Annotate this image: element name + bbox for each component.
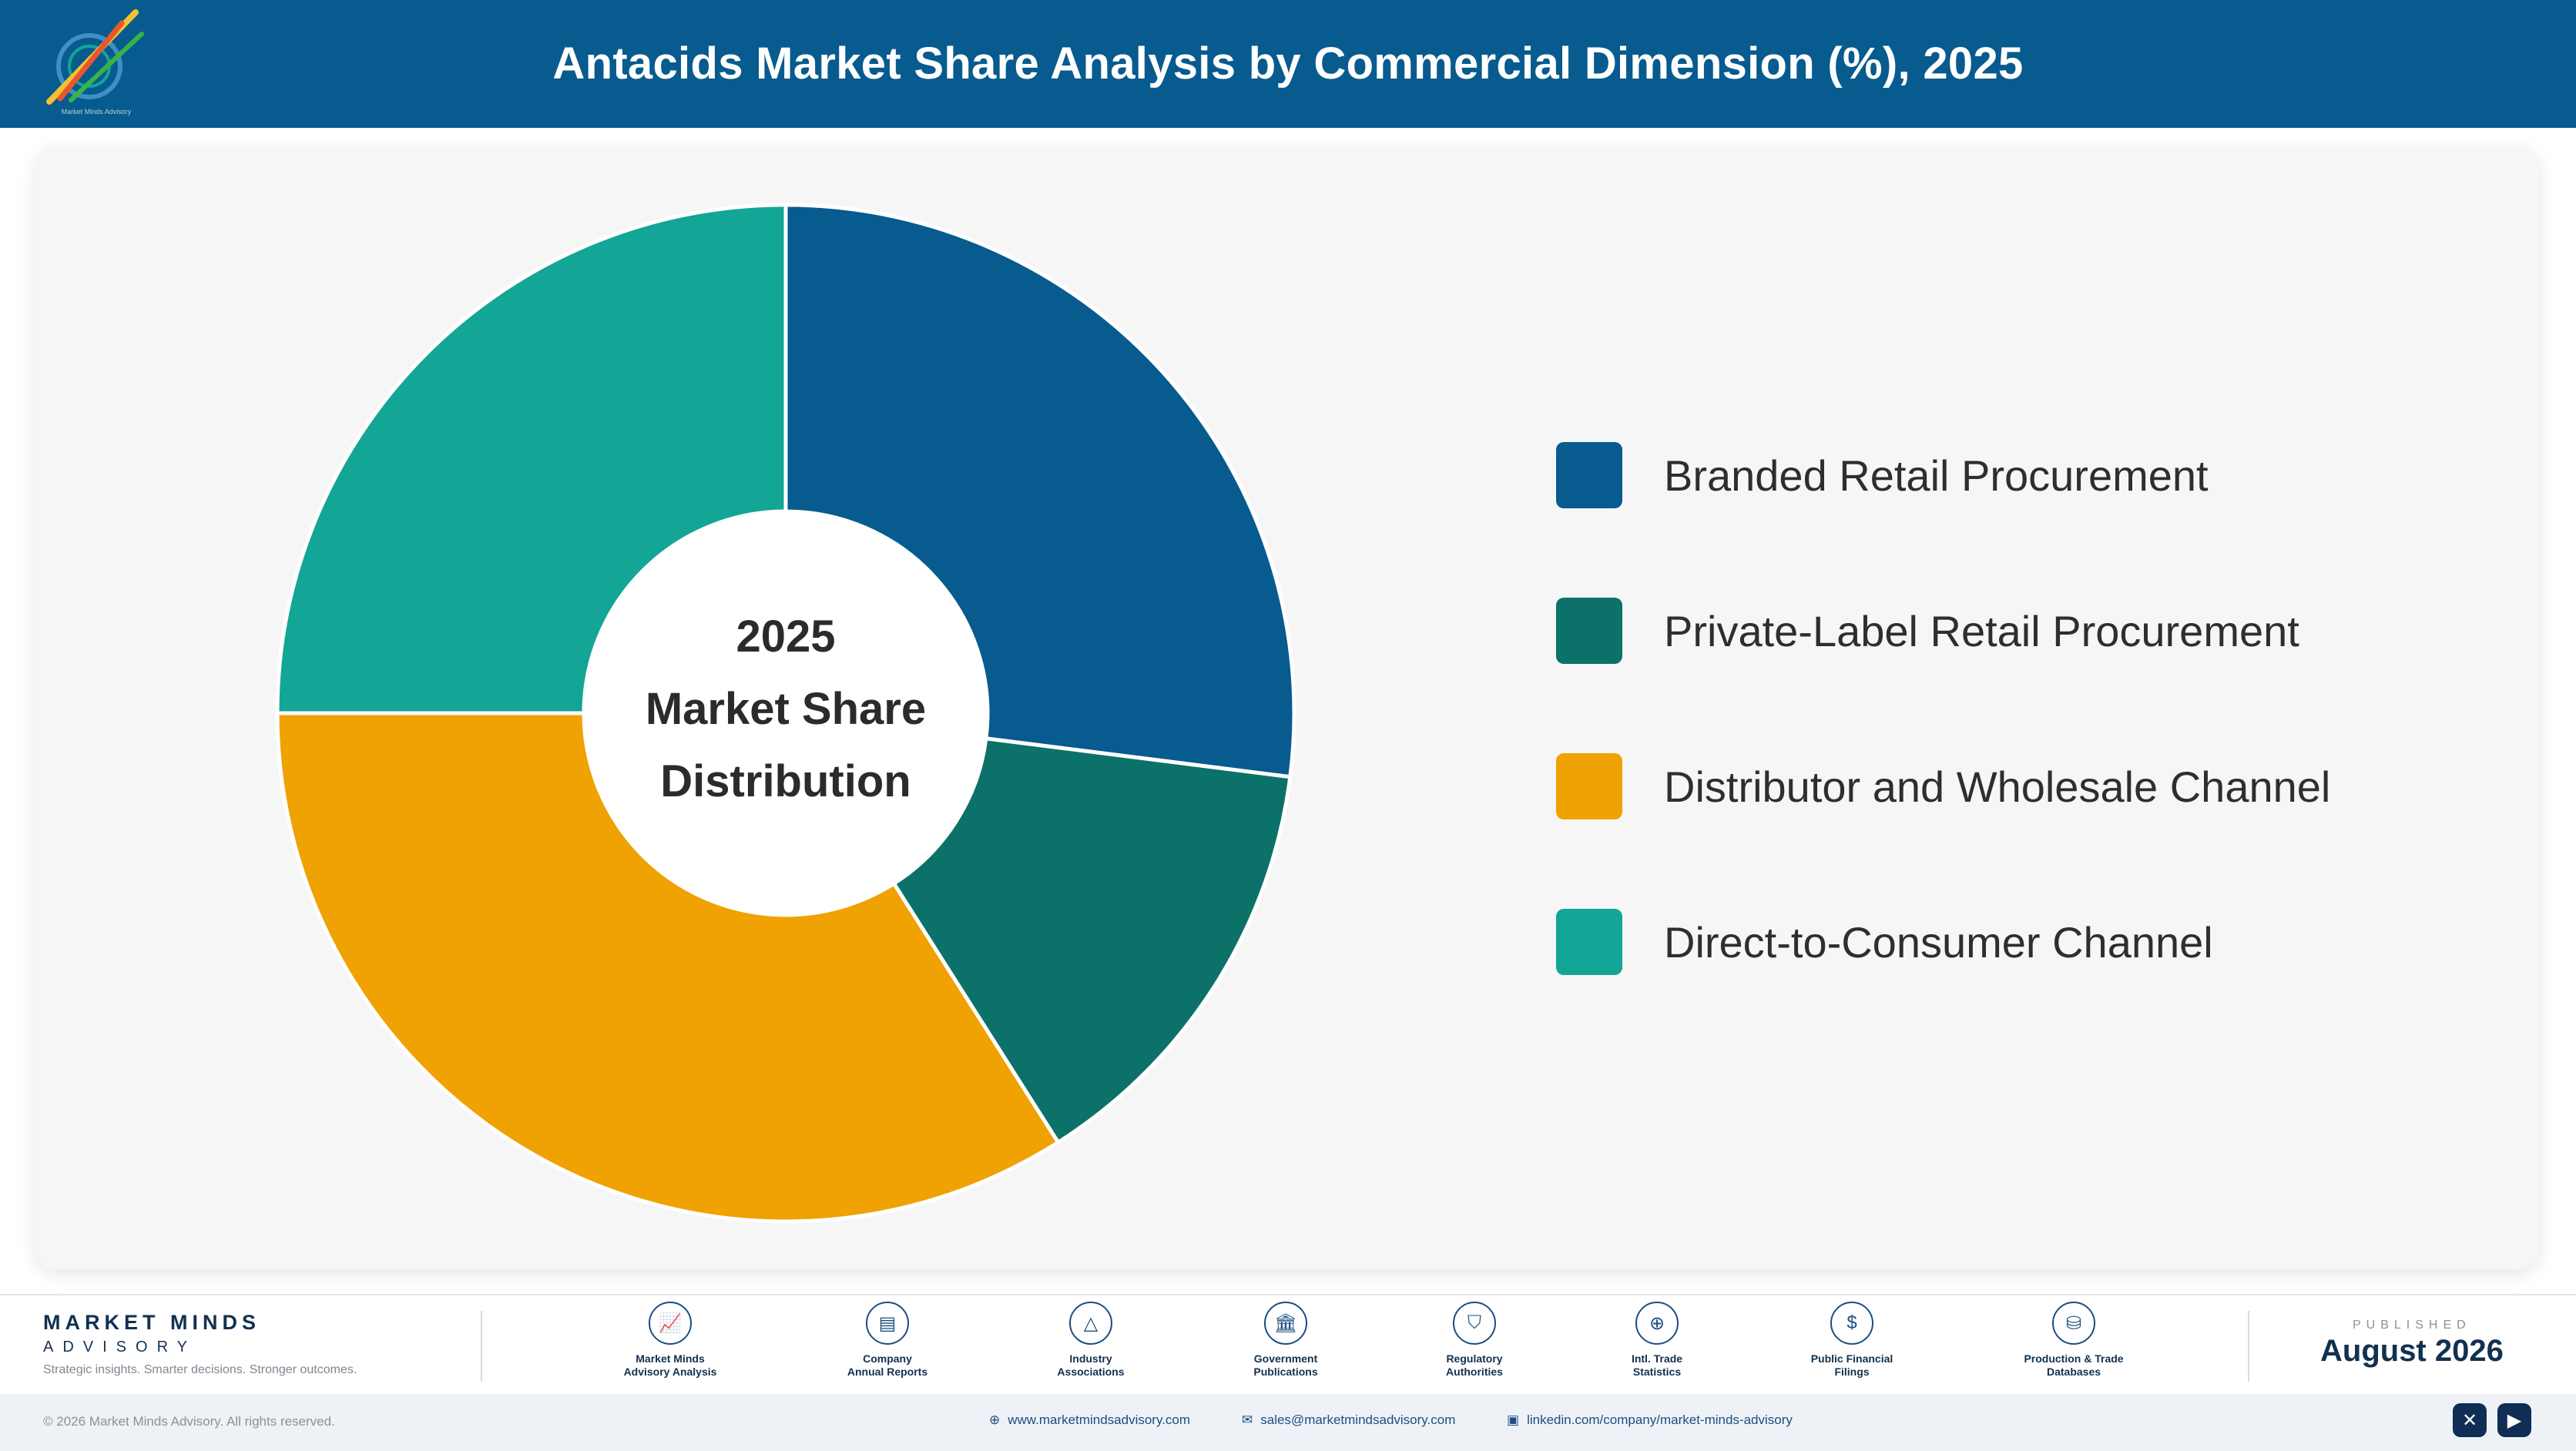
source-label: Company Annual Reports <box>847 1352 928 1378</box>
pie-slice-direct-to-consumer-channel <box>275 203 788 715</box>
legend-item: Direct-to-Consumer Channel <box>1556 909 2330 975</box>
pie-slice-private-label-retail-procurement <box>891 736 1293 1145</box>
source-label: Market Minds Advisory Analysis <box>623 1352 717 1378</box>
shield-icon: ⛉ <box>1453 1302 1496 1345</box>
footer-bottom-bar: © 2026 Market Minds Advisory. All rights… <box>0 1394 2576 1451</box>
center-line-2: Market Share <box>645 684 927 734</box>
footer: MARKET MINDS ADVISORY Strategic insights… <box>0 1294 2576 1451</box>
legend-label: Private-Label Retail Procurement <box>1664 606 2299 655</box>
pie-slice-branded-retail-procurement <box>783 203 1296 779</box>
source-list: 📈 Market Minds Advisory Analysis ▤ Company … <box>0 1302 2576 1394</box>
center-year: 2025 <box>736 612 836 662</box>
youtube-social-button[interactable]: ▶ <box>2497 1403 2531 1437</box>
logo: Market Minds Advisory <box>39 8 154 122</box>
published-caption: PUBLISHED <box>2353 1319 2471 1332</box>
source-label: Production & Trade Databases <box>2024 1352 2124 1378</box>
page-title: Antacids Market Share Analysis by Commer… <box>552 39 2024 89</box>
linkedin-text: linkedin.com/company/market-minds-adviso… <box>1527 1412 1793 1427</box>
government-icon: 🏛 <box>1264 1302 1307 1345</box>
mail-icon: ✉ <box>1242 1412 1253 1427</box>
globe-icon: ⊕ <box>989 1412 1001 1427</box>
footer-divider <box>2248 1311 2249 1382</box>
linkedin-link[interactable]: ▣ linkedin.com/company/market-minds-advi… <box>1507 1412 1793 1428</box>
source-label: Government Publications <box>1253 1352 1318 1378</box>
legend-item: Distributor and Wholesale Channel <box>1556 753 2330 819</box>
legend-item: Branded Retail Procurement <box>1556 442 2330 508</box>
legend-label: Distributor and Wholesale Channel <box>1664 762 2331 811</box>
copyright: © 2026 Market Minds Advisory. All rights… <box>43 1414 335 1429</box>
youtube-icon: ▶ <box>2507 1409 2522 1431</box>
legend-swatch <box>1556 753 1622 819</box>
header-bar: Market Minds Advisory Antacids Market Sh… <box>0 0 2576 128</box>
legend-swatch <box>1556 909 1622 975</box>
source-label: Industry Associations <box>1057 1352 1125 1378</box>
published-date: August 2026 <box>2320 1334 2504 1368</box>
source-item: 🏛 Government Publications <box>1186 1302 1386 1379</box>
brand-name: MARKET MINDS <box>43 1311 260 1334</box>
logo-icon <box>46 9 144 105</box>
email-link[interactable]: ✉ sales@marketmindsadvisory.com <box>1242 1412 1455 1428</box>
source-item: 📈 Market Minds Advisory Analysis <box>570 1302 770 1379</box>
trend-icon: 📈 <box>649 1302 692 1345</box>
website-text: www.marketmindsadvisory.com <box>1008 1412 1191 1427</box>
source-item: $ Public Financial Filings <box>1752 1302 1952 1379</box>
legend-swatch <box>1556 598 1622 664</box>
network-icon: △ <box>1069 1302 1112 1345</box>
source-label: Public Financial Filings <box>1810 1352 1893 1378</box>
x-icon: ✕ <box>2461 1409 2478 1431</box>
legend-item: Private-Label Retail Procurement <box>1556 598 2330 664</box>
website-link[interactable]: ⊕ www.marketmindsadvisory.com <box>989 1412 1190 1428</box>
globe-icon: ⊕ <box>1635 1302 1679 1345</box>
chart-legend: Branded Retail Procurement Private-Label … <box>1556 442 2330 1064</box>
brand-subtitle: ADVISORY <box>43 1339 196 1355</box>
source-label: Regulatory Authorities <box>1446 1352 1503 1378</box>
x-social-button[interactable]: ✕ <box>2453 1403 2487 1437</box>
donut-center-label: 2025 Market Share Distribution <box>585 601 986 818</box>
brand-tagline: Strategic insights. Smarter decisions. S… <box>43 1363 357 1376</box>
email-text: sales@marketmindsadvisory.com <box>1260 1412 1456 1427</box>
dollar-icon: $ <box>1830 1302 1873 1345</box>
database-icon: ⛁ <box>2052 1302 2095 1345</box>
linkedin-icon: ▣ <box>1507 1412 1520 1427</box>
source-label: Intl. Trade Statistics <box>1631 1352 1683 1378</box>
center-line-3: Distribution <box>660 756 911 806</box>
logo-text: Market Minds Advisory <box>61 108 132 116</box>
legend-label: Branded Retail Procurement <box>1664 451 2209 500</box>
pie-slice-distributor-and-wholesale-channel <box>275 711 1062 1224</box>
source-item: ⛁ Production & Trade Databases <box>1974 1302 2174 1379</box>
footer-divider <box>481 1311 482 1382</box>
donut-chart <box>275 203 1296 1224</box>
legend-label: Direct-to-Consumer Channel <box>1664 917 2213 967</box>
document-icon: ▤ <box>866 1302 909 1345</box>
donut-hole <box>585 513 986 913</box>
source-item: ⊕ Intl. Trade Statistics <box>1557 1302 1757 1379</box>
source-item: ▤ Company Annual Reports <box>787 1302 988 1379</box>
legend-swatch <box>1556 442 1622 508</box>
source-item: ⛉ Regulatory Authorities <box>1374 1302 1575 1379</box>
source-item: △ Industry Associations <box>991 1302 1191 1379</box>
